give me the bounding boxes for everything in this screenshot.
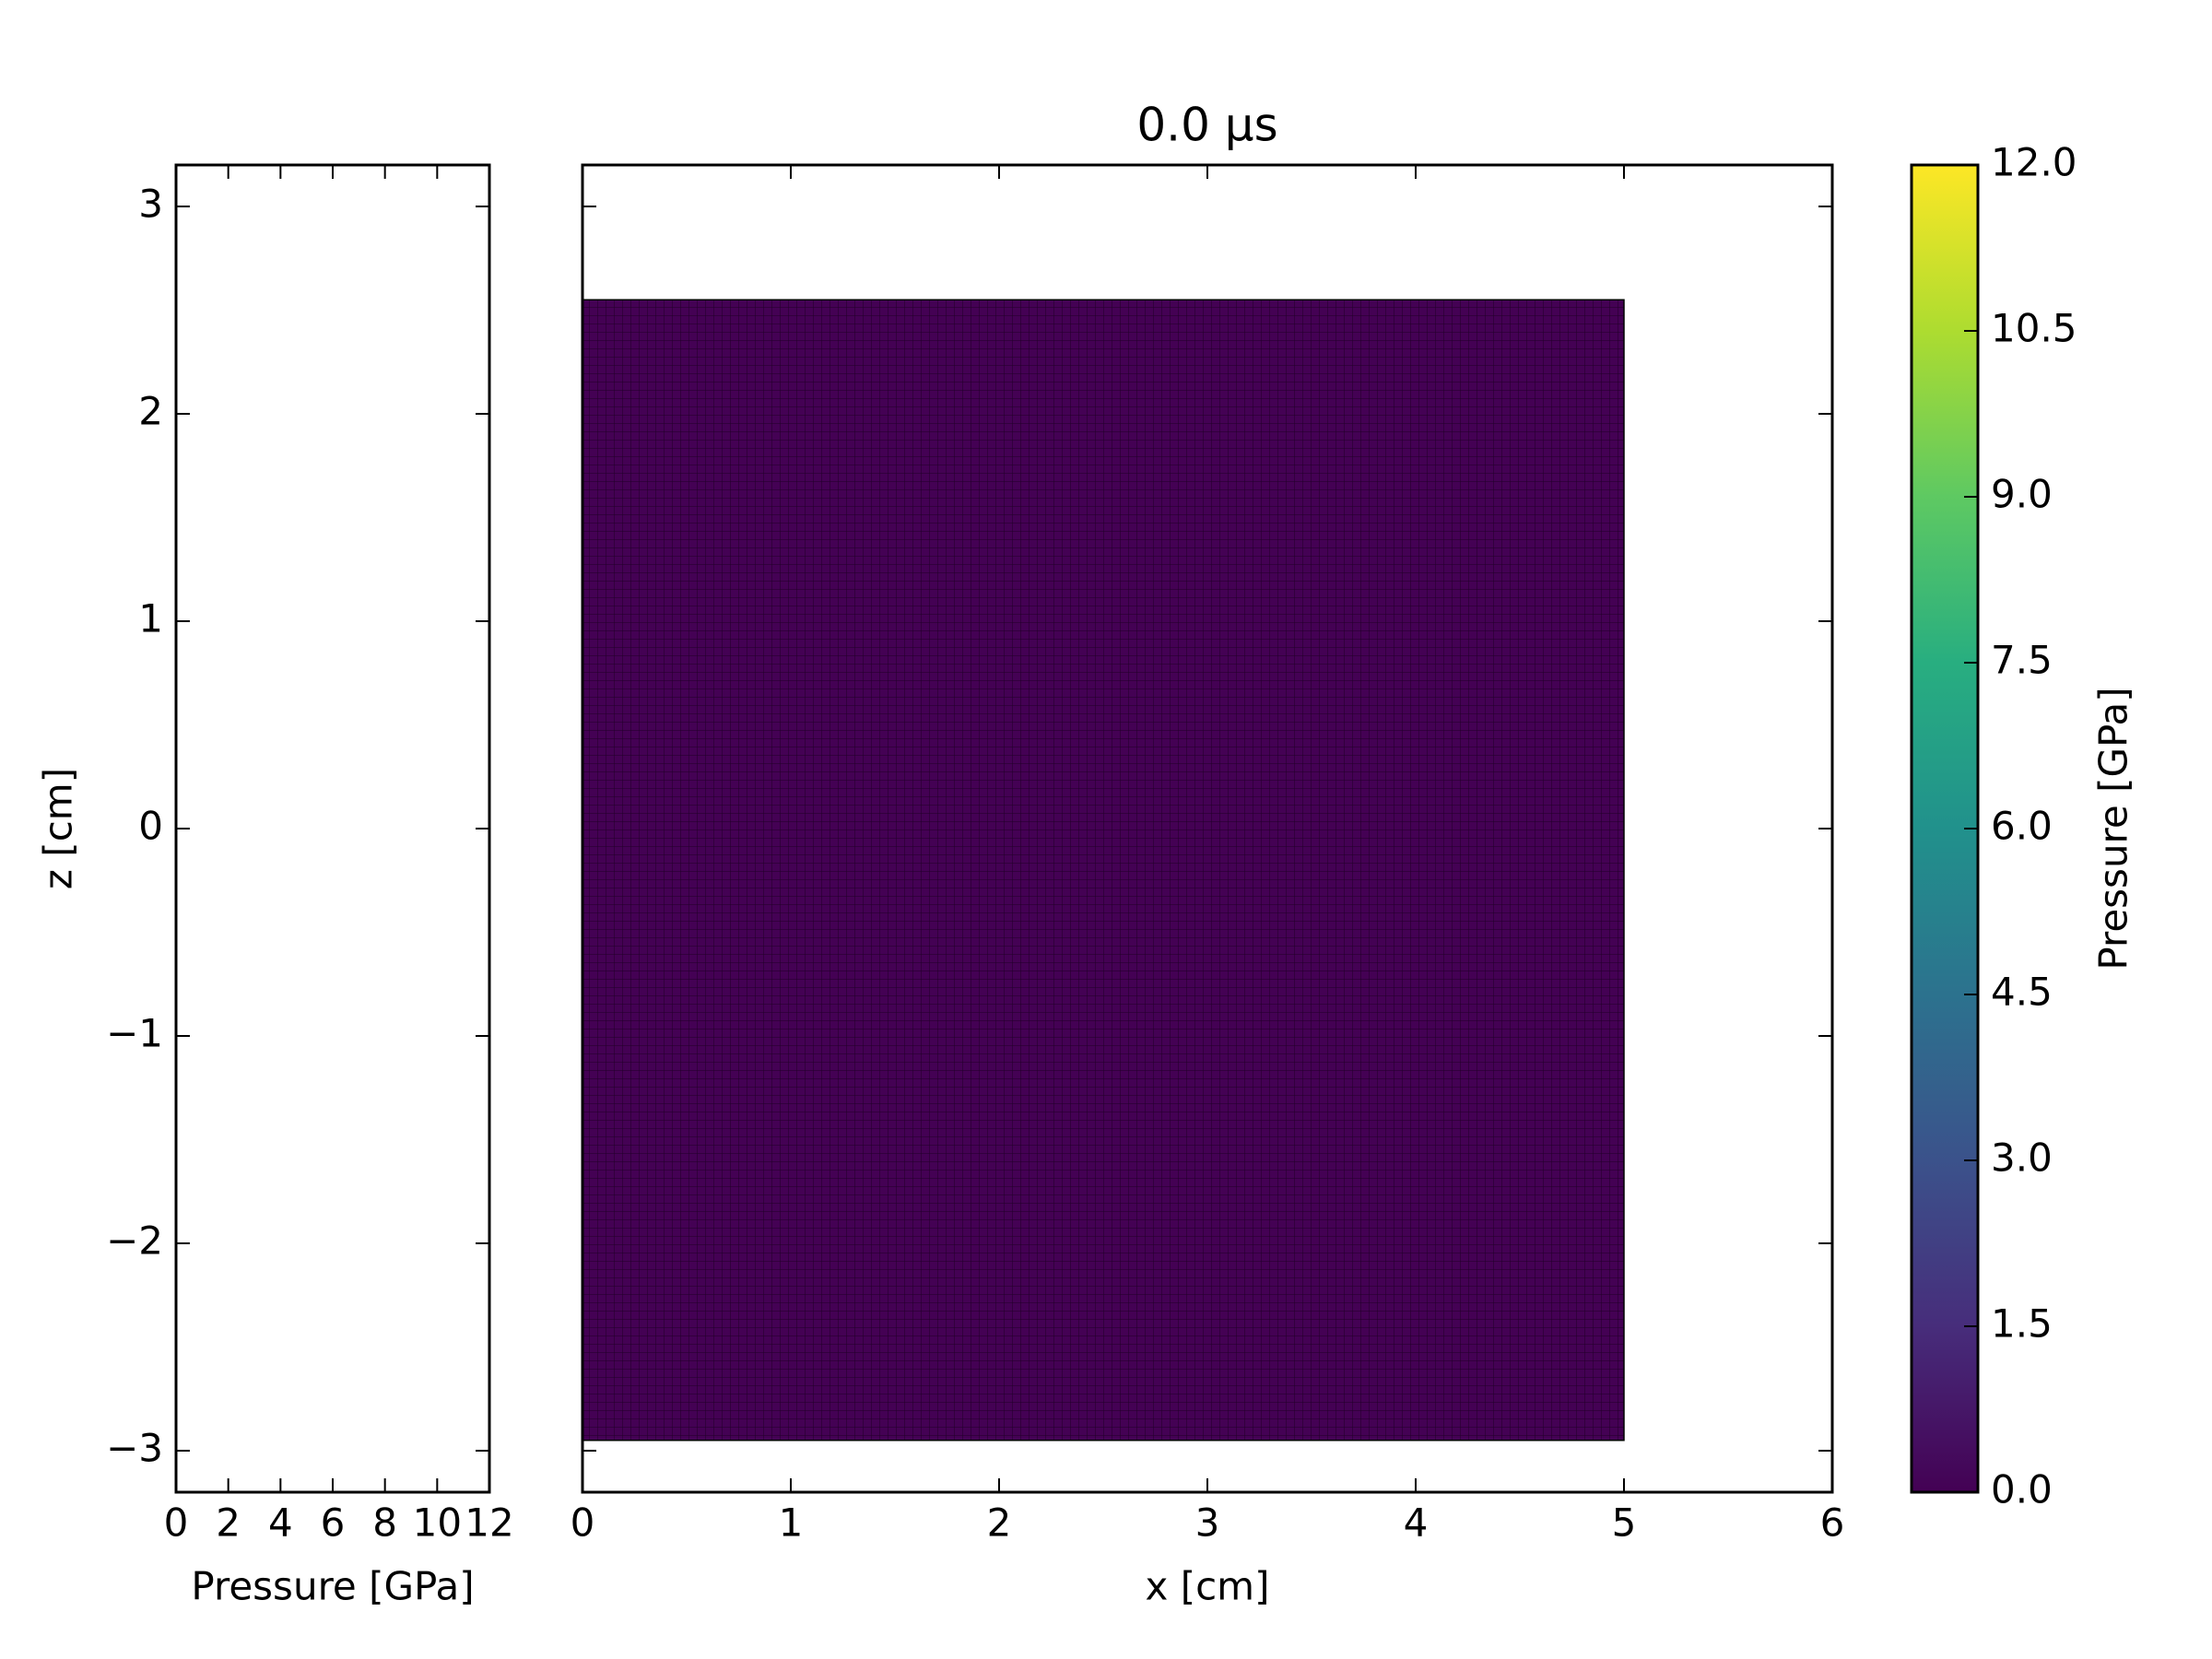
x-tick-label: 2 <box>987 1500 1012 1546</box>
colorbar-tick-label: 3.0 <box>1991 1135 2053 1181</box>
colorbar-tick-label: 6.0 <box>1991 804 2053 849</box>
colorbar-tick-label: 7.5 <box>1991 638 2053 683</box>
colorbar-label: Pressure [GPa] <box>2091 687 2136 970</box>
y-tick-label: 1 <box>138 596 163 641</box>
colorbar-tick-label: 0.0 <box>1991 1467 2053 1512</box>
x-tick-label: 5 <box>1612 1500 1637 1546</box>
x-tick-label: 12 <box>465 1500 513 1546</box>
axes-frame <box>1910 163 1980 1494</box>
axes-frame <box>581 163 1834 1494</box>
y-tick-label: −1 <box>106 1011 163 1056</box>
x-tick-label: 8 <box>372 1500 397 1546</box>
x-tick-label: 1 <box>779 1500 804 1546</box>
colorbar-tick-label: 12.0 <box>1991 140 2077 185</box>
x-axis-label: Pressure [GPa] <box>191 1564 474 1609</box>
x-tick-label: 6 <box>321 1500 346 1546</box>
x-tick-label: 2 <box>216 1500 241 1546</box>
chart-title: 0.0 μs <box>1136 99 1277 152</box>
colorbar-tick-label: 1.5 <box>1991 1301 2053 1347</box>
y-tick-label: 0 <box>138 804 163 849</box>
x-tick-label: 4 <box>268 1500 293 1546</box>
x-tick-label: 10 <box>413 1500 462 1546</box>
mesh-lines <box>582 299 1625 1441</box>
colorbar-tick-label: 10.5 <box>1991 306 2077 351</box>
colorbar-tick-label: 9.0 <box>1991 472 2053 517</box>
x-tick-label: 0 <box>164 1500 189 1546</box>
x-tick-label: 6 <box>1820 1500 1845 1546</box>
y-tick-label: 2 <box>138 389 163 434</box>
colorbar-tick-label: 4.5 <box>1991 970 2053 1015</box>
x-tick-label: 4 <box>1404 1500 1429 1546</box>
x-tick-label: 0 <box>571 1500 595 1546</box>
y-tick-label: −2 <box>106 1218 163 1264</box>
x-tick-label: 3 <box>1195 1500 1220 1546</box>
y-tick-label: 3 <box>138 182 163 227</box>
x-axis-label: x [cm] <box>1146 1564 1270 1609</box>
axes-frame <box>174 163 491 1494</box>
y-tick-label: −3 <box>106 1426 163 1471</box>
y-axis-label: z [cm] <box>36 768 81 889</box>
